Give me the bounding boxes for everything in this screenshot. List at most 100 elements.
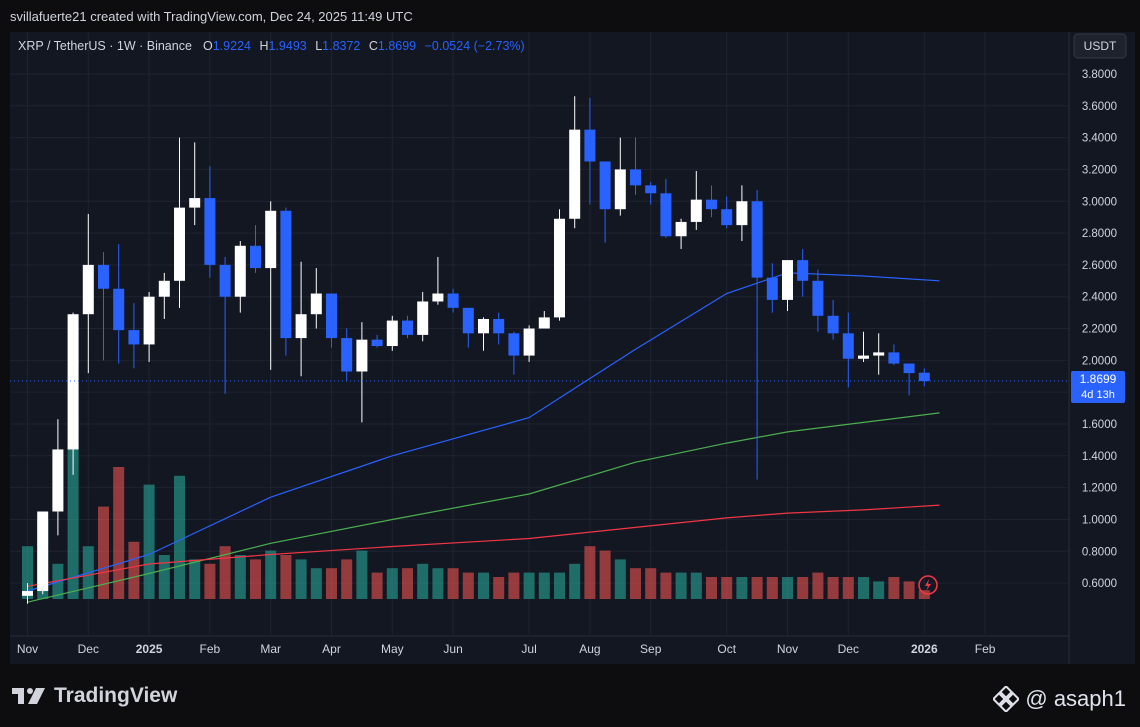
candle — [797, 248, 809, 297]
time-axis-tick: Dec — [78, 642, 99, 656]
volume-bar — [797, 577, 809, 599]
time-axis-tick: 2025 — [136, 642, 163, 656]
candle-body — [143, 296, 155, 345]
candle-body — [766, 277, 778, 300]
candle-body — [842, 333, 854, 359]
candle-body — [706, 199, 717, 210]
candle — [37, 511, 49, 595]
candle-body — [584, 129, 596, 162]
volume-bar — [827, 577, 839, 599]
brand-name: TradingView — [54, 684, 178, 707]
candle — [371, 334, 383, 348]
time-axis-tick: 2026 — [911, 642, 938, 656]
candle-body — [675, 221, 687, 237]
moving-average-line — [27, 504, 940, 587]
candle — [204, 166, 216, 278]
volume-bar — [766, 577, 778, 599]
candle — [417, 291, 429, 342]
candle-body — [569, 129, 581, 219]
candle — [22, 583, 33, 604]
volume-bar — [265, 550, 277, 599]
volume-bar — [721, 577, 733, 599]
candle-body — [82, 264, 94, 315]
candle-body — [599, 161, 611, 210]
volume-bar — [630, 568, 641, 599]
tradingview-logo: TradingView — [12, 684, 177, 708]
candle-body — [371, 339, 383, 347]
candle-body — [736, 201, 748, 226]
candles[interactable] — [22, 96, 930, 604]
price-axis-tick: 2.6000 — [1082, 260, 1117, 272]
candle — [812, 269, 824, 332]
candle — [751, 190, 763, 480]
candle — [341, 328, 353, 382]
time-axis-tick: Mar — [260, 642, 281, 656]
time-axis-tick: Jul — [521, 642, 536, 656]
volume-bar — [189, 559, 201, 599]
volume-bar — [326, 568, 337, 599]
volume-bar — [204, 563, 216, 599]
candle-body — [660, 193, 672, 237]
created-by-credit: svillafuerte21 created with TradingView.… — [10, 9, 413, 24]
binance-icon — [993, 686, 1020, 712]
price-axis-tick: 3.6000 — [1082, 101, 1117, 113]
candle-body — [158, 280, 170, 297]
time-axis-tick: Dec — [838, 642, 859, 656]
price-axis-tick: 0.8000 — [1082, 546, 1117, 558]
candle-body — [645, 185, 657, 194]
high-value: 1.9493 — [268, 39, 306, 53]
candle — [326, 293, 337, 348]
candle-body — [52, 449, 64, 512]
price-axis-background — [1069, 32, 1135, 664]
volume-bar — [903, 581, 915, 599]
candle — [493, 312, 505, 345]
volume-bar — [523, 572, 535, 599]
candle — [447, 288, 459, 313]
moving-average-line — [27, 412, 940, 603]
moving-averages — [27, 272, 940, 603]
candle — [873, 333, 885, 375]
candle — [842, 312, 854, 388]
volume-bar — [538, 572, 550, 599]
candle — [523, 325, 535, 362]
volume-bar — [736, 577, 748, 599]
candle-body — [523, 328, 535, 356]
top-bar: svillafuerte21 created with TradingView.… — [0, 0, 1140, 32]
candle — [386, 315, 398, 351]
candle-body — [37, 511, 49, 592]
candle-body — [888, 352, 900, 364]
candle-body — [447, 293, 459, 308]
volume-bar — [782, 577, 793, 599]
volume-bar — [310, 568, 322, 599]
time-axis-tick: Aug — [579, 642, 600, 656]
candle-body — [341, 338, 353, 372]
time-axis-tick: Nov — [777, 642, 798, 656]
candle-body — [782, 260, 793, 300]
time-axis-tick: Jun — [443, 642, 462, 656]
volume-bar — [690, 572, 702, 599]
candle — [736, 185, 748, 242]
volume-bar — [98, 506, 109, 599]
candle-body — [462, 307, 474, 334]
author-handle: @ asaph1 — [993, 686, 1126, 712]
volume-bar — [219, 546, 231, 599]
price-axis-tick: 2.4000 — [1082, 292, 1117, 304]
volume-bar — [113, 467, 125, 599]
currency-button[interactable]: USDT — [1073, 33, 1127, 59]
volume-bar — [250, 559, 261, 599]
price-axis-tick: 3.8000 — [1082, 69, 1117, 81]
ohlc-readout: O1.9224 H1.9493 L1.8372 C1.8699 −0.0524 … — [203, 39, 525, 53]
candle — [402, 315, 413, 339]
price-axis-tick: 0.6000 — [1082, 578, 1117, 590]
lightning-icon[interactable] — [918, 575, 938, 595]
candle — [858, 331, 869, 362]
candle — [143, 291, 155, 362]
volume-bar — [447, 568, 459, 599]
candle-body — [812, 280, 824, 316]
open-label: O — [203, 39, 213, 53]
candle-body — [918, 372, 930, 382]
volume-bar — [356, 550, 368, 599]
price-axis-tick: 1.2000 — [1082, 483, 1117, 495]
candle-body — [67, 314, 79, 450]
